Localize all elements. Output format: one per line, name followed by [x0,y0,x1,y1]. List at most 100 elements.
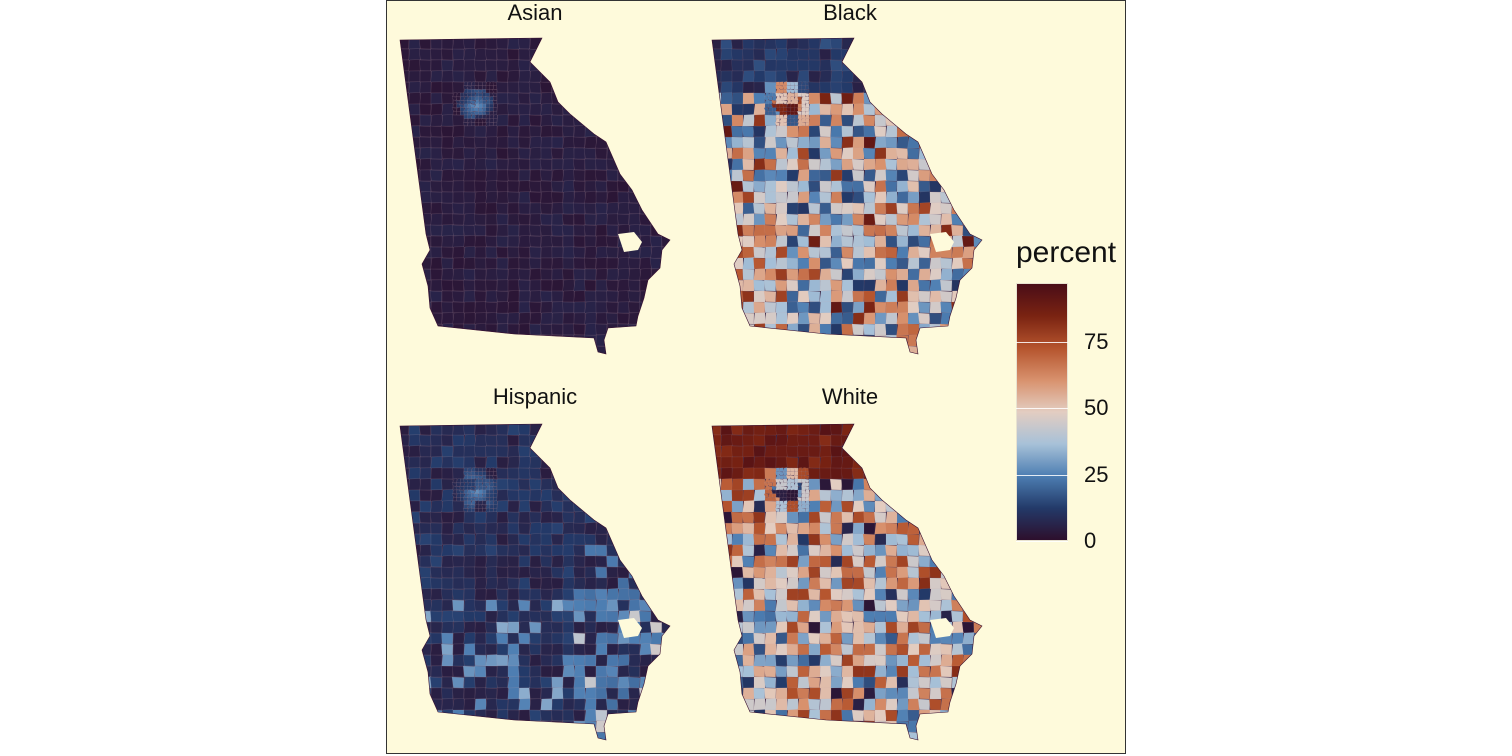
census-tract [797,665,810,678]
census-tract [518,191,531,204]
census-tract [830,301,843,314]
census-tract [661,268,670,281]
census-tract [639,456,652,469]
census-tract [463,111,468,116]
census-tract [489,122,494,127]
census-tract [807,312,821,325]
census-tract [819,643,832,656]
census-tract [452,489,457,494]
census-tract [573,268,586,281]
census-tract [797,555,810,568]
census-tract [540,59,553,72]
census-tract [639,500,652,513]
census-tract [753,180,766,193]
census-tract [818,720,832,733]
census-tract [896,158,909,171]
census-tract [650,169,663,182]
census-tract [863,599,876,612]
census-tract [928,522,942,535]
census-tract [496,213,509,226]
census-tract [452,345,465,354]
census-tract [540,136,553,149]
census-tract [507,555,520,568]
lake-cutout [618,232,642,252]
census-tract [863,279,876,292]
census-tract [775,125,788,138]
census-tract [917,632,931,645]
census-tract [929,312,942,325]
census-tract [790,471,795,476]
census-tract [452,687,465,700]
census-tract [617,38,630,50]
census-tract [819,500,832,513]
census-tract [819,268,832,281]
census-tract [863,246,876,259]
census-tract [661,59,670,72]
census-tract [441,312,454,325]
census-tract [617,467,630,480]
census-tract [639,544,652,557]
census-tract [712,489,722,502]
census-tract [781,100,788,105]
census-tract [753,434,766,447]
census-tract [940,38,953,50]
census-tract [540,654,553,667]
census-tract [452,511,465,524]
census-tract [451,290,465,303]
census-tract [430,103,443,116]
census-tract [973,731,982,740]
census-tract [896,312,909,325]
census-tract [712,709,722,722]
census-tract [885,213,898,226]
census-tract [584,643,597,656]
census-tract [518,698,531,711]
census-tract [407,720,421,733]
census-tract [951,345,964,354]
census-tract [606,676,619,689]
census-tract [804,493,810,498]
census-tract [463,99,469,105]
census-tract [584,235,597,248]
census-tract [786,665,799,678]
census-tract [584,709,597,722]
census-tract [741,676,755,689]
census-tract [973,202,982,215]
census-tract [639,599,652,612]
census-tract [753,621,766,634]
census-tract [782,89,788,94]
census-tract [918,654,931,667]
census-tract [841,103,854,116]
census-tract [917,687,931,700]
census-tract [852,566,865,579]
census-tract [885,345,898,354]
census-tract [731,665,744,678]
census-tract [430,500,443,513]
census-tract [753,588,766,601]
census-tract [852,213,865,226]
census-tract [474,720,487,733]
census-tract [573,533,586,546]
census-tract [712,588,722,601]
census-tract [584,213,597,226]
census-tract [518,467,531,480]
census-tract [478,85,483,90]
census-tract [572,478,586,491]
census-tract [775,533,788,546]
census-tract [712,158,722,171]
census-tract [430,632,443,645]
census-tract [485,544,498,557]
census-tract [606,323,619,336]
census-tract [907,224,920,237]
census-tract [408,279,421,292]
census-tract [573,323,586,336]
census-tract [661,290,670,303]
census-tract [430,235,443,248]
census-tract [606,577,619,590]
census-tract [419,59,432,72]
census-tract [753,92,766,105]
census-tract [485,424,498,436]
census-tract [606,125,619,138]
census-tract [786,191,799,204]
census-tract [940,467,953,480]
census-tract [496,235,509,248]
